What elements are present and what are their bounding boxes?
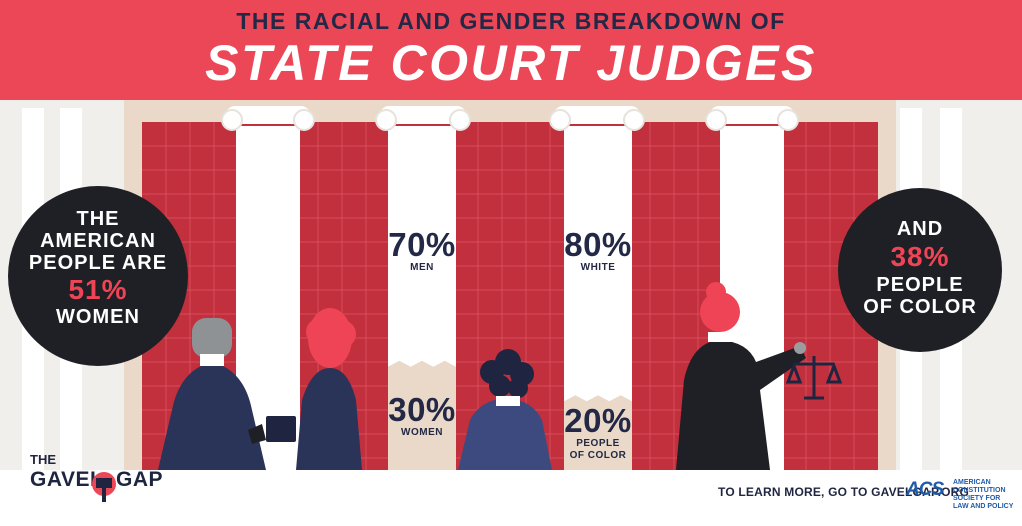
courthouse-illustration: [0, 100, 1022, 470]
poc-stat: 20% PEOPLE OF COLOR: [564, 404, 632, 462]
footer-bar: [0, 470, 1022, 526]
judge-figure-2: [296, 308, 362, 470]
logo-gavel: GAVEL: [30, 468, 104, 491]
header-banner: THE RACIAL AND GENDER BREAKDOWN OF STATE…: [0, 0, 1022, 100]
right-circle-percent: 38%: [890, 241, 950, 272]
book-icon: [266, 416, 296, 442]
header-subtitle: THE RACIAL AND GENDER BREAKDOWN OF: [236, 8, 786, 34]
acs-name: AMERICAN CONSTITUTION SOCIETY FOR LAW AN…: [953, 479, 1018, 511]
left-circle-percent: 51%: [68, 274, 128, 305]
poc-label-2: OF COLOR: [569, 450, 627, 461]
right-circle-line-3: PEOPLE: [876, 274, 964, 296]
white-label: WHITE: [580, 262, 616, 273]
learn-more-link[interactable]: TO LEARN MORE, GO TO GAVELGAP.ORG: [718, 485, 970, 499]
right-circle-line-4: OF COLOR: [863, 296, 977, 318]
column-2-gender: [375, 106, 471, 470]
acs-mark: ACS: [906, 479, 944, 500]
left-circle-line-3: PEOPLE ARE: [28, 252, 168, 274]
judge-figure-3: [458, 349, 552, 470]
scales-icon: [785, 356, 843, 400]
poc-percent: 20%: [564, 402, 632, 439]
page-title: STATE COURT JUDGES: [205, 35, 817, 91]
women-stat: 30% WOMEN: [388, 393, 456, 439]
women-label: WOMEN: [401, 427, 443, 438]
column-3-race: [549, 106, 645, 470]
logo-the: THE: [30, 452, 56, 467]
white-stat: 80% WHITE: [564, 228, 632, 274]
women-percent: 30%: [388, 391, 456, 428]
men-label: MEN: [410, 262, 434, 273]
right-circle-line-1: AND: [896, 218, 944, 240]
women-share-fill: [388, 360, 456, 470]
logo-gap: GAP: [116, 468, 164, 491]
poc-label-1: PEOPLE: [576, 438, 620, 449]
women-population-badge: THE AMERICAN PEOPLE ARE 51% WOMEN: [8, 186, 188, 366]
left-circle-line-2: AMERICAN: [40, 230, 156, 252]
acs-line-2: CONSTITUTION: [953, 487, 1006, 494]
judge-figure-1: [158, 318, 266, 470]
acs-logo[interactable]: ACS AMERICAN CONSTITUTION SOCIETY FOR LA…: [906, 478, 1018, 510]
gavel-gap-logo[interactable]: THE GAVEL GAP: [30, 452, 170, 512]
poc-share-fill: [564, 395, 632, 470]
acs-line-4: LAW AND POLICY: [953, 503, 1014, 510]
acs-line-1: AMERICAN: [953, 479, 991, 486]
men-percent: 70%: [388, 226, 456, 263]
left-circle-line-1: THE: [76, 208, 120, 230]
acs-line-3: SOCIETY FOR: [953, 495, 1001, 502]
left-circle-line-5: WOMEN: [56, 306, 140, 328]
men-stat: 70% MEN: [388, 228, 456, 274]
judge-figure-4: [676, 282, 806, 470]
poc-population-badge: AND 38% PEOPLE OF COLOR: [838, 188, 1002, 352]
white-percent: 80%: [564, 226, 632, 263]
gavel-icon: [92, 472, 116, 502]
